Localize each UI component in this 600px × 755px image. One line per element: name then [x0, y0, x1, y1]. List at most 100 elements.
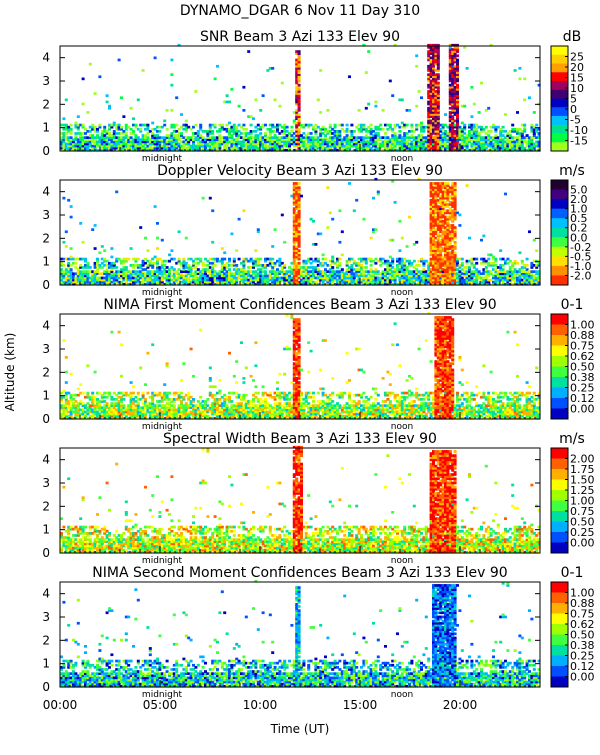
colorbar-swatch: [551, 99, 568, 108]
heatmap-cell: [346, 124, 349, 127]
heatmap-cell: [466, 67, 469, 70]
heatmap-cell: [238, 258, 241, 261]
heatmap-cell: [211, 209, 214, 212]
colorbar-swatch: [551, 90, 568, 99]
heatmap-cell: [523, 124, 526, 127]
heatmap-cell: [259, 258, 262, 261]
heatmap-cell: [70, 205, 73, 208]
heatmap-cell: [180, 113, 183, 116]
heatmap-cell: [84, 258, 87, 261]
heatmap-cell: [521, 260, 524, 263]
colorbar-swatch: [551, 142, 568, 151]
heatmap-cell: [245, 128, 248, 131]
heatmap-cell: [298, 186, 301, 189]
heatmap-cell: [379, 124, 382, 127]
heatmap-cell: [528, 96, 531, 99]
heatmap-cell: [82, 78, 85, 81]
heatmap-cell: [199, 258, 202, 261]
heatmap-cell: [463, 124, 466, 127]
heatmap-cell: [132, 117, 135, 120]
heatmap-cell: [242, 124, 245, 127]
panel-title: Doppler Velocity Beam 3 Azi 133 Elev 90: [157, 163, 443, 179]
heatmap-cell: [418, 264, 421, 267]
heatmap-cell: [228, 268, 231, 271]
heatmap-cells: [60, 178, 541, 286]
heatmap-cell: [175, 96, 178, 99]
heatmap-cell: [178, 258, 181, 261]
heatmap-cell: [271, 67, 274, 70]
heatmap-cell: [130, 107, 133, 110]
heatmap-cell: [324, 258, 327, 261]
heatmap-cell: [264, 132, 267, 135]
heatmap-cell: [223, 258, 226, 261]
heatmap-cell: [389, 124, 392, 127]
heatmap-cell: [214, 264, 217, 267]
heatmap-cell: [298, 50, 301, 53]
heatmap-cell: [209, 197, 212, 200]
heatmap-cell: [163, 120, 166, 123]
heatmap-cell: [146, 249, 149, 252]
heatmap-cell: [202, 197, 205, 200]
heatmap-cell: [312, 220, 315, 223]
colorbar-swatch: [551, 46, 568, 55]
heatmap-cell: [518, 251, 521, 254]
heatmap-cell: [391, 94, 394, 97]
heatmap-cell: [415, 241, 418, 244]
y-tick-label: 3: [42, 208, 50, 222]
heatmap-cell: [163, 124, 166, 127]
heatmap-cell: [526, 258, 529, 261]
heatmap-cell: [511, 124, 514, 127]
heatmap-cell: [106, 94, 109, 97]
heatmap-cell: [230, 233, 233, 236]
colorbar-unit: dB: [563, 29, 582, 45]
heatmap-cell: [122, 115, 125, 118]
heatmap-cell: [408, 216, 411, 219]
heatmap-cell: [271, 245, 274, 248]
heatmap-cell: [110, 247, 113, 250]
heatmap-cell: [96, 258, 99, 261]
y-tick-label: 2: [42, 97, 50, 111]
colorbar-swatch: [551, 72, 568, 81]
heatmap-cell: [281, 82, 284, 85]
heatmap-cell: [362, 124, 365, 127]
heatmap-cell: [178, 230, 181, 233]
heatmap-cell: [94, 224, 97, 227]
heatmap-cell: [230, 88, 233, 91]
y-tick-label: 1: [42, 255, 50, 269]
heatmap-cell: [120, 126, 123, 129]
heatmap-cell: [62, 117, 65, 120]
y-tick-label: 1: [42, 121, 50, 135]
heatmap-cell: [475, 258, 478, 261]
heatmap-cell: [338, 262, 341, 265]
y-tick-label: 2: [42, 231, 50, 245]
heatmap-cell: [420, 122, 423, 125]
heatmap-cell: [298, 249, 301, 252]
heatmap-cell: [526, 264, 529, 267]
heatmap-cell: [182, 258, 185, 261]
heatmap-cell: [235, 264, 238, 267]
heatmap-cell: [382, 109, 385, 112]
heatmap-cell: [238, 218, 241, 221]
heatmap-cell: [535, 249, 538, 252]
heatmap-cell: [82, 103, 85, 106]
heatmap-cell: [154, 57, 157, 60]
heatmap-cell: [353, 209, 356, 212]
heatmap-cell: [365, 266, 368, 269]
heatmap-cell: [98, 251, 101, 254]
heatmap-cell: [278, 258, 281, 261]
heatmap-cell: [298, 230, 301, 233]
heatmap-cell: [398, 220, 401, 223]
heatmap-cell: [334, 124, 337, 127]
heatmap-cell: [326, 186, 329, 189]
panel-title: SNR Beam 3 Azi 133 Elev 90: [200, 29, 400, 45]
heatmap-cell: [331, 256, 334, 259]
heatmap-cell: [144, 237, 147, 240]
heatmap-cell: [338, 241, 341, 244]
heatmap-cell: [278, 105, 281, 108]
heatmap-cell: [82, 124, 85, 127]
heatmap-cell: [242, 109, 245, 112]
heatmap-cell: [298, 113, 301, 116]
heatmap-cell: [283, 264, 286, 267]
heatmap-cell: [341, 124, 344, 127]
